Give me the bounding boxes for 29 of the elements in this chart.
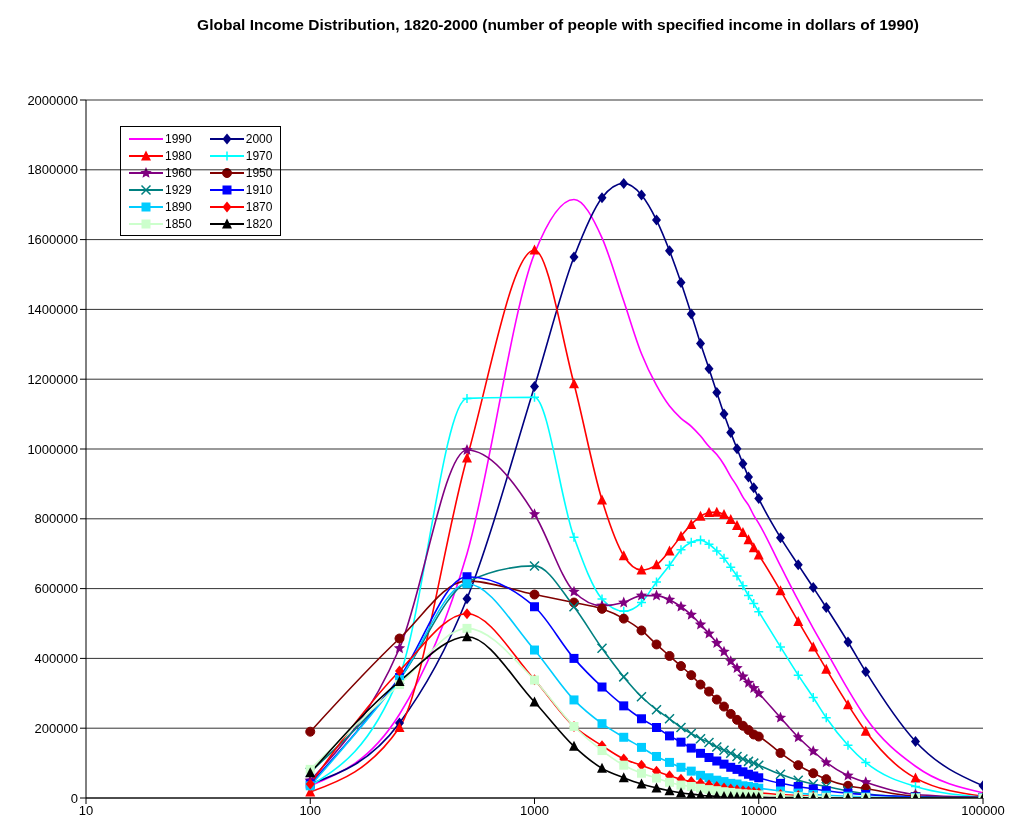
legend-label: 1929 bbox=[165, 182, 192, 197]
y-tick-label: 0 bbox=[70, 790, 78, 806]
legend-label: 1990 bbox=[165, 131, 192, 146]
x-tick-label: 10000 bbox=[740, 803, 777, 819]
y-tick-label: 1600000 bbox=[27, 232, 78, 248]
legend-label: 1850 bbox=[165, 216, 192, 231]
x-tick-label: 10 bbox=[78, 803, 94, 819]
x-tick-label: 100000 bbox=[961, 803, 1005, 819]
y-tick-label: 1200000 bbox=[27, 371, 78, 387]
x-tick-label: 1000 bbox=[520, 803, 549, 819]
legend-label: 1870 bbox=[245, 199, 273, 214]
legend-label: 2000 bbox=[245, 131, 273, 146]
legend-label: 1950 bbox=[245, 165, 273, 180]
legend-label: 1960 bbox=[165, 165, 192, 180]
y-tick-label: 800000 bbox=[34, 511, 78, 527]
y-tick-label: 200000 bbox=[34, 720, 78, 736]
y-tick-label: 1800000 bbox=[27, 162, 78, 178]
y-tick-label: 1000000 bbox=[27, 441, 78, 457]
y-tick-label: 2000000 bbox=[27, 92, 78, 108]
y-tick-label: 1400000 bbox=[27, 302, 78, 318]
legend-label: 1890 bbox=[165, 199, 192, 214]
chart-title: Global Income Distribution, 1820-2000 (number of people with specified income in dollars of 1990) bbox=[196, 15, 920, 35]
legend-label: 1910 bbox=[245, 182, 273, 197]
y-tick-label: 600000 bbox=[34, 581, 78, 597]
x-tick-label: 100 bbox=[299, 803, 322, 819]
legend-label: 1980 bbox=[165, 148, 192, 163]
legend-label: 1820 bbox=[245, 216, 273, 231]
legend-label: 1970 bbox=[245, 148, 273, 163]
y-tick-label: 400000 bbox=[34, 651, 78, 667]
